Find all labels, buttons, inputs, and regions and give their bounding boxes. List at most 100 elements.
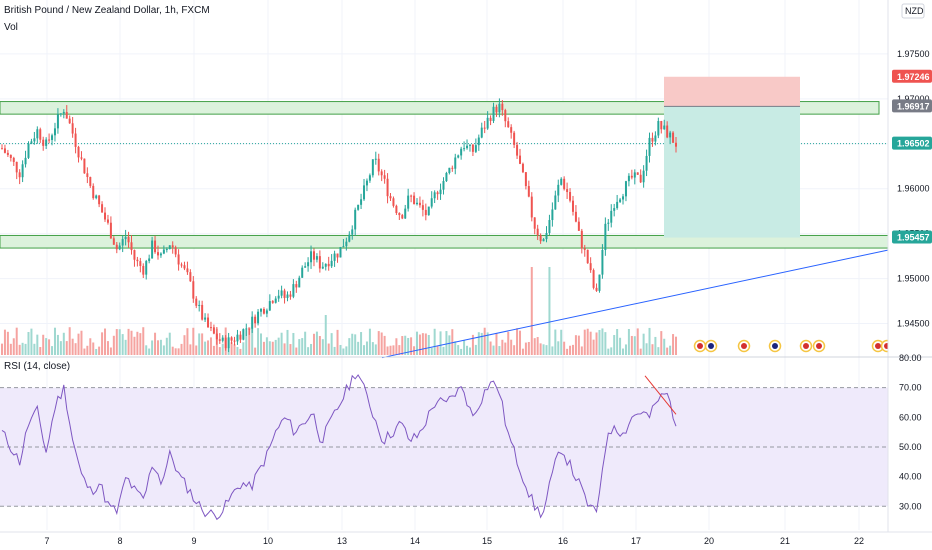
time-tick-label: 7 xyxy=(44,536,49,546)
volume-bar xyxy=(124,339,127,355)
volume-bar xyxy=(274,339,277,355)
last-price-badge: 1.96502 xyxy=(897,139,930,149)
stop-loss-area[interactable] xyxy=(664,76,800,107)
candle-body xyxy=(539,235,542,242)
candle-body xyxy=(189,272,192,282)
volume-bar xyxy=(633,336,636,355)
volume-bar xyxy=(395,338,398,355)
candle-body xyxy=(592,270,595,288)
volume-bar xyxy=(209,337,212,355)
take-profit-area[interactable] xyxy=(664,106,800,238)
candle-body xyxy=(571,200,574,212)
volume-bar xyxy=(624,344,627,355)
candle-body xyxy=(619,199,622,202)
candle-body xyxy=(174,247,177,255)
candle-body xyxy=(224,337,227,349)
candle-body xyxy=(151,240,154,259)
volume-bar xyxy=(454,341,457,355)
candle-body xyxy=(77,146,80,158)
candle-body xyxy=(489,117,492,121)
candle-body xyxy=(248,328,251,330)
volume-bar xyxy=(283,343,286,355)
candle-body xyxy=(127,236,130,243)
price-scale[interactable] xyxy=(888,0,932,532)
economic-event-flag-icon xyxy=(772,343,778,349)
candle-body xyxy=(480,127,483,138)
candle-body xyxy=(145,261,148,275)
volume-bar xyxy=(183,335,186,355)
rsi-tick-label: 60.00 xyxy=(899,412,922,422)
candle-body xyxy=(304,266,307,268)
volume-bar xyxy=(642,333,645,355)
volume-bar xyxy=(80,330,83,355)
volume-bar xyxy=(521,348,524,355)
volume-bar xyxy=(324,315,327,355)
volume-bar xyxy=(18,344,21,355)
candle-body xyxy=(345,241,348,247)
candle-body xyxy=(389,196,392,199)
volume-bar xyxy=(77,333,80,355)
candle-body xyxy=(39,129,42,140)
candle-body xyxy=(636,172,639,175)
candle-body xyxy=(418,202,421,206)
volume-bar xyxy=(201,333,204,355)
candle-body xyxy=(245,328,248,330)
volume-bar xyxy=(407,337,410,355)
ascending-trendline[interactable] xyxy=(381,249,890,359)
volume-bar xyxy=(189,344,192,355)
volume-bar xyxy=(289,344,292,355)
volume-bar xyxy=(542,344,545,355)
price-tick-label: 1.94500 xyxy=(897,319,930,329)
volume-bar xyxy=(489,341,492,355)
volume-bar xyxy=(586,328,589,355)
volume-bar xyxy=(351,333,354,355)
candle-body xyxy=(666,125,669,138)
volume-bar xyxy=(333,346,336,355)
volume-bar xyxy=(53,327,56,355)
candle-body xyxy=(177,254,180,265)
candle-body xyxy=(486,117,489,129)
rsi-label[interactable]: RSI (14, close) xyxy=(4,361,70,372)
currency-button[interactable] xyxy=(901,3,925,19)
candle-body xyxy=(516,144,519,156)
economic-event-flag-icon xyxy=(708,343,714,349)
position-tool[interactable] xyxy=(664,76,800,238)
resistance-zone[interactable] xyxy=(0,101,880,115)
volume-bar xyxy=(9,343,12,355)
volume-bar xyxy=(427,334,430,355)
candle-body xyxy=(198,304,201,306)
volume-bar xyxy=(130,330,133,355)
event-icons[interactable] xyxy=(693,339,894,353)
volume-bar xyxy=(592,339,595,355)
volume-bar xyxy=(136,331,139,355)
volume-bar xyxy=(616,329,619,355)
volume-bars xyxy=(1,267,677,355)
vol-label[interactable]: Vol xyxy=(4,22,18,33)
candle-body xyxy=(639,174,642,183)
candle-body xyxy=(451,167,454,169)
volume-bar xyxy=(574,335,577,355)
candle-body xyxy=(404,208,407,219)
rsi-divergence-line[interactable] xyxy=(644,375,677,415)
candle-body xyxy=(663,125,666,130)
candle-body xyxy=(471,144,474,152)
chart-title[interactable]: British Pound / New Zealand Dollar, 1h, … xyxy=(4,5,210,16)
volume-bar xyxy=(230,342,233,355)
volume-bar xyxy=(595,332,598,355)
price-tick-label: 1.96000 xyxy=(897,184,930,194)
economic-event-flag-icon xyxy=(875,343,881,349)
entry-price-badge-bg xyxy=(892,99,932,113)
rsi-tick-label: 80.00 xyxy=(899,353,922,363)
candle-body xyxy=(483,127,486,129)
candle-body xyxy=(18,172,21,178)
volume-bar xyxy=(180,343,183,355)
candle-body xyxy=(569,192,572,201)
volume-bar xyxy=(65,341,68,355)
trendline[interactable] xyxy=(381,249,890,359)
volume-bar xyxy=(24,343,27,355)
candle-body xyxy=(21,164,24,178)
candle-body xyxy=(365,180,368,186)
entry-price-badge: 1.96917 xyxy=(897,101,930,111)
volume-bar xyxy=(221,343,224,355)
